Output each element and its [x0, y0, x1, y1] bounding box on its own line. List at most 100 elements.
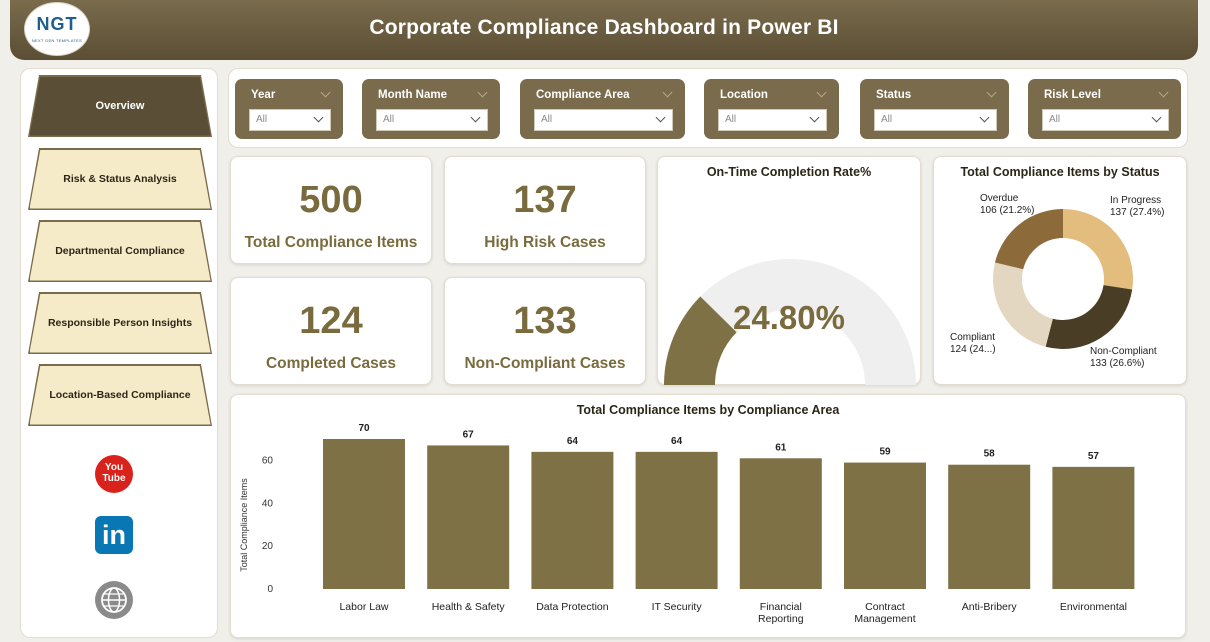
chevron-down-icon[interactable] — [320, 87, 331, 98]
linkedin-icon[interactable]: in — [95, 516, 133, 554]
donut-label-detail: 133 (26.6%) — [1090, 358, 1145, 369]
chevron-down-icon[interactable] — [986, 87, 997, 98]
status-select[interactable]: All — [874, 109, 997, 131]
x-tick-label: Financial — [760, 601, 802, 613]
bar[interactable] — [531, 451, 614, 589]
ngt-logo: NGT NEXT GEN TEMPLATES — [24, 2, 90, 56]
chevron-down-icon — [655, 112, 666, 123]
sidebar: Overview Risk & Status Analysis Departme… — [20, 68, 218, 638]
bar[interactable] — [948, 464, 1031, 589]
kpi-card-total-items: 500 Total Compliance Items — [230, 156, 432, 264]
bar[interactable] — [844, 462, 926, 589]
bar-value-label: 61 — [775, 442, 787, 453]
chevron-down-icon[interactable] — [662, 87, 673, 98]
month-slicer-label: Month Name — [378, 89, 447, 101]
donut-label-detail: 106 (21.2%) — [980, 205, 1035, 216]
status-slicer-label: Status — [876, 89, 912, 101]
x-tick-label: Labor Law — [339, 601, 388, 613]
x-tick-label: Data Protection — [536, 601, 609, 613]
bar[interactable] — [323, 439, 405, 589]
location-slicer-label: Location — [720, 89, 768, 101]
gauge-chart — [664, 259, 916, 385]
x-tick-label: Environmental — [1060, 601, 1127, 613]
kpi-value: 500 — [299, 179, 363, 221]
nav-location-button[interactable]: Location-Based Compliance — [28, 364, 212, 426]
gauge-fill — [664, 296, 737, 385]
donut-chart — [993, 209, 1133, 349]
year-select[interactable]: All — [249, 109, 331, 131]
kpi-value: 124 — [299, 300, 363, 342]
bar[interactable] — [427, 445, 510, 589]
gauge-title: On-Time Completion Rate% — [706, 165, 872, 179]
compliance-area-slicer[interactable]: Compliance Area All — [520, 79, 685, 139]
gauge-track — [700, 259, 916, 385]
compliance-area-select-value: All — [541, 114, 553, 125]
bar[interactable] — [635, 451, 718, 589]
y-tick-label: 0 — [267, 584, 273, 595]
kpi-label: Completed Cases — [265, 355, 397, 372]
y-tick-label: 20 — [262, 541, 274, 552]
risk-level-select-value: All — [1049, 114, 1061, 125]
donut-slice-non-compliant[interactable] — [1045, 285, 1133, 349]
y-tick-label: 40 — [262, 498, 274, 509]
gauge-card: On-Time Completion Rate% 24.80% — [657, 156, 921, 385]
chevron-down-icon — [809, 112, 820, 123]
bar-chart-card: Total Compliance Items by Compliance Are… — [230, 394, 1186, 638]
nav-overview-button[interactable]: Overview — [28, 75, 212, 137]
bar-value-label: 64 — [671, 436, 683, 447]
x-tick-label: Contract — [865, 601, 905, 613]
slicer-bar: Year All Month Name All Compliance Area … — [228, 68, 1188, 148]
youtube-icon-text-top: You — [104, 462, 124, 473]
donut-label-name: In Progress — [1110, 195, 1162, 206]
risk-level-slicer-label: Risk Level — [1044, 89, 1101, 101]
donut-slice-in-progress[interactable] — [1063, 209, 1133, 290]
donut-slice-overdue[interactable] — [994, 209, 1063, 270]
nav-departmental-label: Departmental Compliance — [29, 221, 211, 281]
bar-value-label: 59 — [879, 447, 891, 458]
page-title: Corporate Compliance Dashboard in Power … — [369, 16, 839, 39]
x-tick-label: Anti-Bribery — [962, 601, 1018, 613]
risk-level-slicer[interactable]: Risk Level All — [1028, 79, 1181, 139]
month-select[interactable]: All — [376, 109, 488, 131]
kpi-label: Total Compliance Items — [244, 234, 418, 251]
nav-location-label: Location-Based Compliance — [29, 365, 211, 425]
bar-value-label: 67 — [463, 429, 475, 440]
nav-responsible-person-button[interactable]: Responsible Person Insights — [28, 292, 212, 354]
globe-icon[interactable] — [95, 581, 133, 619]
location-select[interactable]: All — [718, 109, 827, 131]
x-tick-label: Health & Safety — [432, 601, 506, 613]
y-axis-label: Total Compliance Items — [239, 478, 249, 572]
chevron-down-icon — [470, 112, 481, 123]
nav-risk-status-button[interactable]: Risk & Status Analysis — [28, 148, 212, 210]
kpi-value: 133 — [513, 300, 577, 342]
risk-level-select[interactable]: All — [1042, 109, 1169, 131]
nav-departmental-button[interactable]: Departmental Compliance — [28, 220, 212, 282]
bar[interactable] — [739, 458, 822, 589]
nav-risk-status-label: Risk & Status Analysis — [29, 149, 211, 209]
kpi-card-non-compliant: 133 Non-Compliant Cases — [444, 277, 646, 385]
logo-mark: NGT — [36, 14, 78, 34]
y-tick-label: 60 — [262, 455, 274, 466]
donut-label-detail: 137 (27.4%) — [1110, 207, 1165, 218]
donut-label-compliant: Compliant 124 (24...) — [950, 332, 996, 356]
location-slicer[interactable]: Location All — [704, 79, 839, 139]
chevron-down-icon[interactable] — [816, 87, 827, 98]
donut-slice-compliant[interactable] — [993, 262, 1053, 347]
compliance-area-select[interactable]: All — [534, 109, 673, 131]
month-slicer[interactable]: Month Name All — [362, 79, 500, 139]
year-select-value: All — [256, 114, 268, 125]
chevron-down-icon — [1151, 112, 1162, 123]
bar[interactable] — [1052, 466, 1135, 589]
status-slicer[interactable]: Status All — [860, 79, 1009, 139]
chevron-down-icon — [313, 112, 324, 123]
donut-label-non-compliant: Non-Compliant 133 (26.6%) — [1090, 346, 1157, 370]
youtube-icon[interactable]: You Tube — [95, 455, 133, 493]
year-slicer[interactable]: Year All — [235, 79, 343, 139]
bar-chart: Total Compliance Items 0 20 40 60 70 Labor La… — [239, 423, 1135, 625]
compliance-area-slicer-label: Compliance Area — [536, 89, 630, 101]
chevron-down-icon[interactable] — [1158, 87, 1169, 98]
year-slicer-label: Year — [251, 89, 276, 101]
logo-subtext: NEXT GEN TEMPLATES — [31, 38, 83, 43]
chevron-down-icon[interactable] — [477, 87, 488, 98]
chevron-down-icon — [979, 112, 990, 123]
